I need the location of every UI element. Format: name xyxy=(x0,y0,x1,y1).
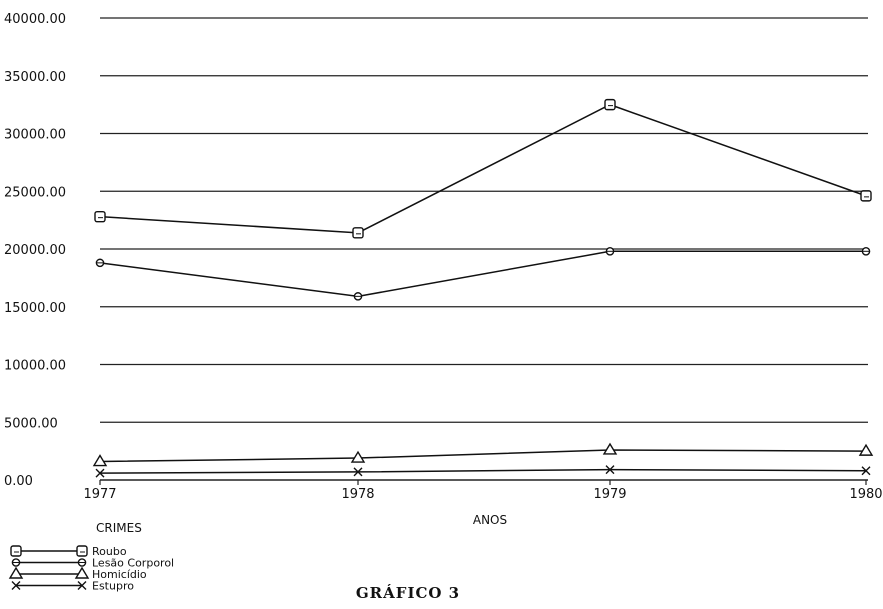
data-point-circle xyxy=(861,247,871,256)
series-homic-dio xyxy=(92,442,874,467)
series-line xyxy=(99,250,866,298)
y-tick-label: 20000.00 xyxy=(4,243,66,258)
y-tick-labels: 0.00 5000.00 10000.00 15000.00 20000.00 25000… xyxy=(4,12,66,489)
legend-marker-x xyxy=(77,581,87,590)
x-tick-labels: 1977 1978 1979 1980 xyxy=(83,480,883,502)
legend-item: Lesão Corporol xyxy=(11,557,174,570)
series-roubo xyxy=(94,98,872,239)
data-point-circle xyxy=(353,292,363,301)
y-tick-label: 5000.00 xyxy=(4,416,58,431)
series-les-o-corporol xyxy=(95,247,871,301)
legend-marker-x xyxy=(11,581,21,590)
series-lines xyxy=(92,98,874,478)
legend-label: Homicídio xyxy=(92,568,147,581)
legend-marker-triangle xyxy=(8,566,24,579)
gridlines xyxy=(100,17,868,481)
series-line xyxy=(99,103,867,234)
legend-title: CRIMES xyxy=(96,521,142,535)
data-point-triangle xyxy=(350,450,366,463)
data-point-square xyxy=(94,210,106,223)
y-tick-label: 25000.00 xyxy=(4,185,66,200)
legend-label: Estupro xyxy=(92,580,134,593)
data-point-square xyxy=(604,98,616,111)
legend-marker-circle xyxy=(11,558,21,567)
data-point-triangle xyxy=(92,454,108,467)
data-point-square xyxy=(860,190,872,202)
data-point-circle xyxy=(95,258,105,268)
x-tick-label: 1977 xyxy=(83,487,116,502)
legend-marker-circle xyxy=(77,558,87,567)
data-point-circle xyxy=(605,247,615,256)
x-tick-label: 1980 xyxy=(849,487,882,502)
y-tick-label: 35000.00 xyxy=(4,70,66,85)
data-point-triangle xyxy=(602,442,618,455)
x-axis-title: ANOS xyxy=(473,513,507,527)
legend-marker-triangle xyxy=(74,566,90,579)
data-point-x xyxy=(605,465,615,475)
legend-marker-square xyxy=(76,545,88,557)
y-tick-label: 10000.00 xyxy=(4,359,66,374)
series-line xyxy=(99,468,867,474)
data-point-square xyxy=(352,227,364,239)
legend-label: Lesão Corporol xyxy=(92,557,174,570)
x-tick-label: 1978 xyxy=(341,487,374,502)
series-estupro xyxy=(95,465,871,478)
legend-item: Roubo xyxy=(10,545,127,558)
legend-label: Roubo xyxy=(92,545,127,558)
data-point-x xyxy=(95,468,105,478)
series-line xyxy=(99,449,867,463)
figure-caption: GRÁFICO 3 xyxy=(356,584,460,602)
data-point-x xyxy=(353,467,363,477)
y-tick-label: 0.00 xyxy=(4,474,33,489)
y-tick-label: 40000.00 xyxy=(4,12,66,27)
y-tick-label: 30000.00 xyxy=(4,128,66,143)
y-tick-label: 15000.00 xyxy=(4,301,66,316)
data-point-x xyxy=(861,466,871,476)
data-point-triangle xyxy=(858,443,874,456)
x-tick-label: 1979 xyxy=(593,487,626,502)
legend-item: Estupro xyxy=(11,580,134,593)
legend-item: Homicídio xyxy=(8,566,147,581)
legend-marker-square xyxy=(10,545,22,557)
